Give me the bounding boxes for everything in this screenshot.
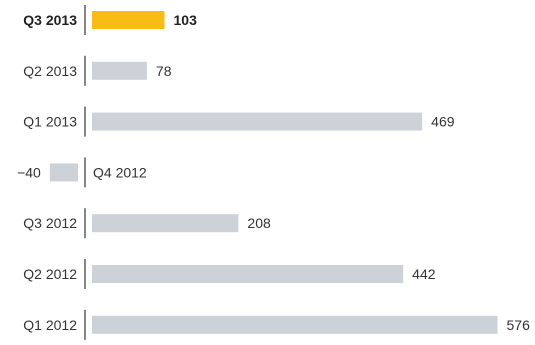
category-label: Q4 2012 bbox=[93, 164, 147, 180]
category-label: Q3 2012 bbox=[23, 215, 77, 231]
value-label: 208 bbox=[247, 215, 271, 231]
category-label: Q1 2013 bbox=[23, 114, 77, 130]
bar bbox=[92, 265, 404, 283]
bar bbox=[92, 214, 239, 233]
bar bbox=[92, 112, 423, 131]
category-label: Q1 2012 bbox=[23, 317, 77, 333]
category-label: Q3 2013 bbox=[23, 12, 77, 28]
value-label: 442 bbox=[412, 266, 436, 282]
value-label: −40 bbox=[17, 164, 41, 180]
value-label: 78 bbox=[156, 63, 172, 79]
bar bbox=[49, 163, 78, 182]
value-label: 103 bbox=[174, 12, 198, 28]
value-label: 576 bbox=[507, 317, 531, 333]
value-label: 469 bbox=[431, 114, 455, 130]
category-label: Q2 2013 bbox=[23, 63, 77, 79]
bar bbox=[92, 11, 165, 29]
category-label: Q2 2012 bbox=[23, 266, 77, 282]
bar bbox=[92, 61, 147, 80]
bar bbox=[92, 315, 498, 334]
